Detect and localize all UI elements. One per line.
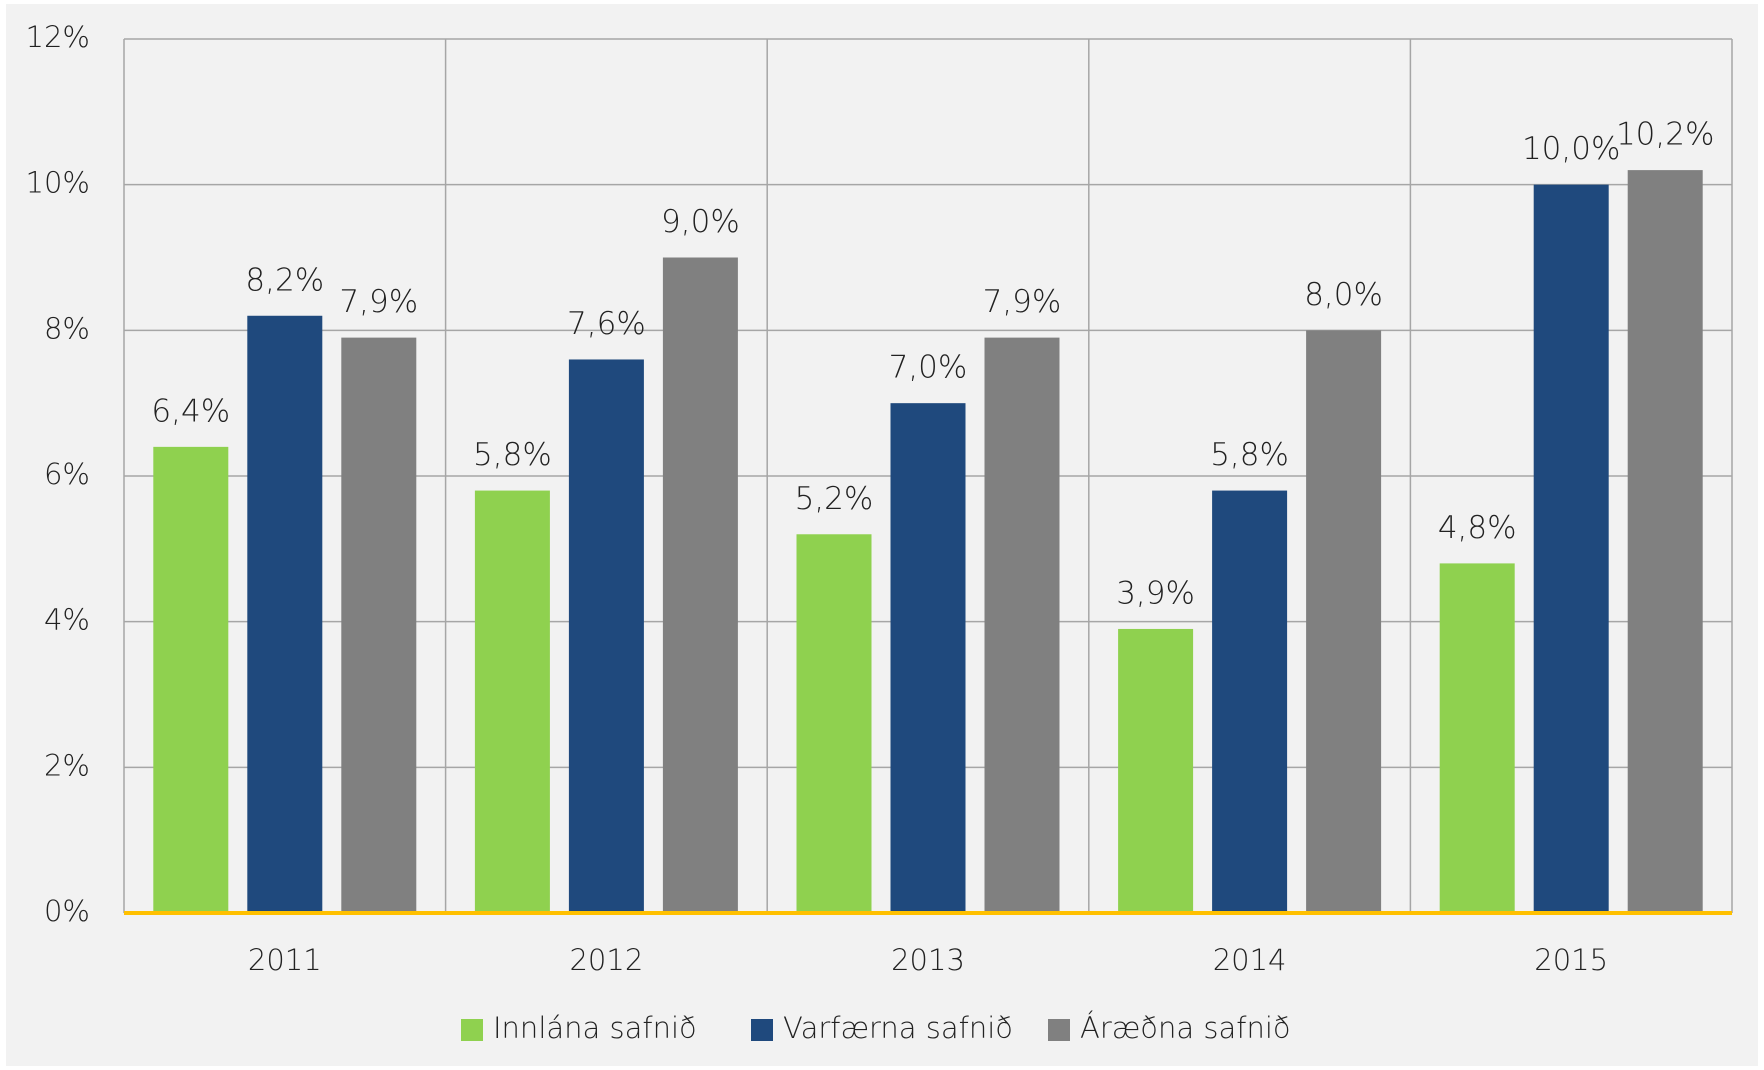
value-label: 6,4% (151, 393, 230, 429)
bar (474, 490, 550, 913)
value-label: 9,0% (661, 204, 740, 240)
bar (796, 534, 872, 913)
legend-label: Innlána safnið (493, 1011, 697, 1045)
legend-label: Varfærna safnið (783, 1011, 1013, 1045)
y-tick-label: 12% (26, 20, 90, 54)
bar (662, 257, 738, 913)
bar (984, 337, 1060, 913)
value-label: 10,2% (1616, 117, 1714, 153)
y-tick-label: 10% (26, 166, 90, 200)
legend-label: Áræðna safnið (1080, 1011, 1291, 1045)
legend-swatch (751, 1019, 773, 1041)
bar (1306, 330, 1382, 913)
bar (890, 403, 966, 913)
value-label: 3,9% (1116, 575, 1195, 611)
bar (1627, 170, 1703, 914)
value-label: 7,6% (567, 306, 646, 342)
y-tick-label: 8% (44, 311, 90, 345)
bar (247, 315, 323, 913)
bar (1212, 490, 1288, 913)
x-tick-label: 2013 (891, 943, 965, 977)
value-label: 7,9% (339, 284, 418, 320)
bar (568, 359, 644, 913)
value-label: 5,2% (795, 481, 874, 517)
value-label: 10,0% (1522, 131, 1620, 167)
bar (153, 446, 229, 913)
value-label: 7,9% (983, 284, 1062, 320)
y-tick-label: 4% (44, 603, 90, 637)
y-tick-label: 6% (44, 457, 90, 491)
x-tick-label: 2014 (1213, 943, 1287, 977)
bar (1118, 628, 1194, 913)
y-tick-label: 0% (44, 894, 90, 928)
value-label: 8,0% (1304, 277, 1383, 313)
bar (341, 337, 417, 913)
value-label: 8,2% (245, 262, 324, 298)
y-tick-label: 2% (44, 748, 90, 782)
x-tick-label: 2012 (569, 943, 643, 977)
value-label: 5,8% (473, 437, 552, 473)
value-label: 5,8% (1210, 437, 1289, 473)
bar (1439, 563, 1515, 913)
legend-swatch (461, 1019, 483, 1041)
bar (1533, 184, 1609, 913)
x-tick-label: 2015 (1534, 943, 1608, 977)
legend-swatch (1048, 1019, 1070, 1041)
value-label: 7,0% (889, 350, 968, 386)
value-label: 4,8% (1438, 510, 1517, 546)
x-tick-label: 2011 (248, 943, 322, 977)
